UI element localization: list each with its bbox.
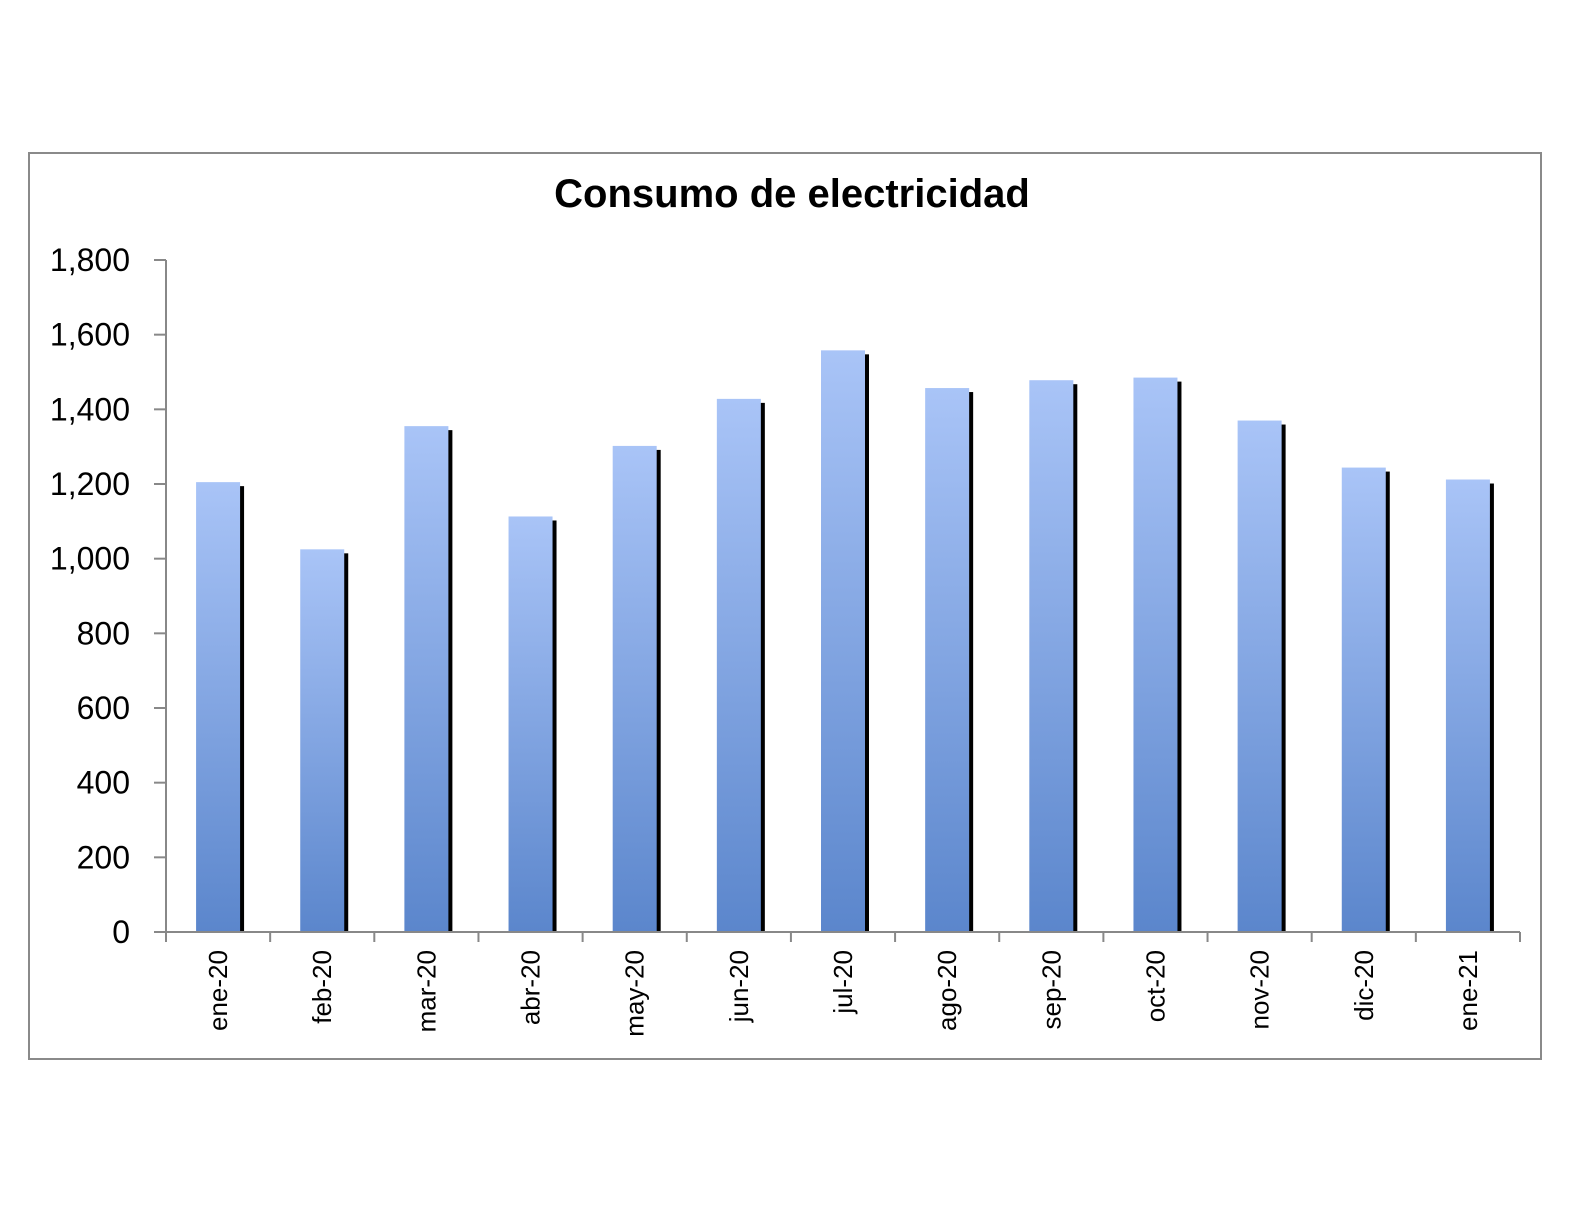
y-tick-label: 1,800: [50, 242, 130, 278]
y-tick-label: 1,000: [50, 541, 130, 577]
x-tick-label: abr-20: [516, 950, 546, 1025]
y-tick-label: 200: [77, 839, 130, 875]
x-tick-label: sep-20: [1036, 950, 1066, 1030]
bars-group: [196, 350, 1494, 933]
bar-ene-20: [196, 482, 241, 932]
bar-sep-20: [1029, 380, 1074, 932]
x-tick-labels: ene-20 feb-20 mar-20 abr-20 may-20 jun-20 jul-…: [203, 950, 1483, 1037]
y-tick-label: 400: [77, 765, 130, 801]
bar-jun-20: [716, 398, 761, 932]
y-tick-label: 0: [112, 914, 130, 950]
y-tick-label: 1,600: [50, 317, 130, 353]
bar-jul-20: [821, 350, 865, 932]
y-tick-label: 800: [77, 615, 130, 651]
x-tick-label: jun-20: [724, 950, 754, 1023]
bar-may-20: [612, 445, 657, 932]
x-tick-label: nov-20: [1245, 950, 1275, 1030]
x-tick-label: ene-21: [1453, 950, 1483, 1031]
bar-dic-20: [1341, 467, 1386, 932]
y-tick-label: 1,200: [50, 466, 130, 502]
y-tick-label: 600: [77, 690, 130, 726]
x-tick-label: ene-20: [203, 950, 233, 1031]
chart-title: Consumo de electricidad: [554, 172, 1030, 216]
x-tick-label: mar-20: [411, 950, 441, 1032]
bar-feb-20: [300, 549, 345, 932]
bar-ago-20: [925, 388, 970, 932]
x-tick-label: feb-20: [307, 950, 337, 1024]
x-tick-label: oct-20: [1140, 950, 1170, 1022]
chart-frame: [28, 152, 1542, 1060]
bar-abr-20: [508, 516, 553, 932]
x-tick-label: may-20: [620, 950, 650, 1037]
axes-group: [154, 259, 1521, 942]
y-tick-label: 1,400: [50, 391, 130, 427]
x-tick-label: dic-20: [1349, 950, 1379, 1021]
x-tick-label: jul-20: [828, 950, 858, 1015]
y-tick-labels: 0 200 400 600 800 1,000 1,200 1,400 1,600 1,800: [50, 242, 130, 950]
bar-ene-21: [1445, 479, 1490, 932]
bar-oct-20: [1133, 377, 1178, 933]
x-tick-label: ago-20: [932, 950, 962, 1031]
bar-mar-20: [404, 426, 449, 932]
bar-nov-20: [1237, 420, 1282, 932]
